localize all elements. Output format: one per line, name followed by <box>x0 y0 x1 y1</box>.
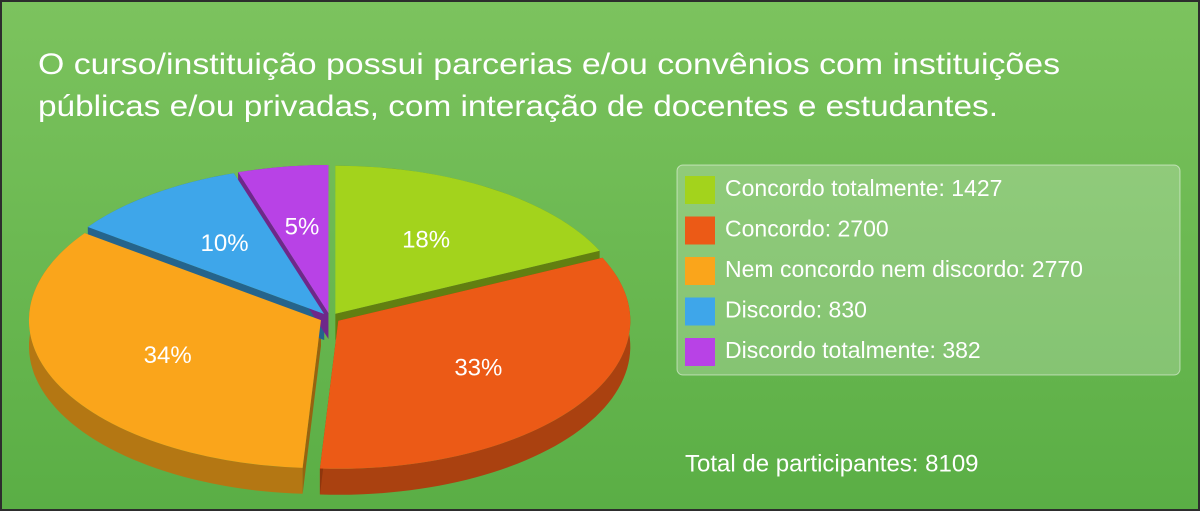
data-label: 33% <box>454 354 502 381</box>
slice-side <box>319 257 631 495</box>
legend-label: Concordo totalmente: 1427 <box>725 175 1002 201</box>
slice <box>335 165 600 314</box>
legend-box <box>676 164 1181 376</box>
data-label: 18% <box>402 227 450 254</box>
slice <box>238 165 329 314</box>
chart-title: O curso/instituição possui parcerias e/o… <box>38 48 1060 81</box>
legend-swatch <box>685 176 715 204</box>
legend-swatch <box>685 297 715 326</box>
slice <box>28 233 321 468</box>
chart-title: públicas e/ou privadas, com interação de… <box>38 90 998 123</box>
data-label: 5% <box>285 214 320 241</box>
slice <box>319 257 631 469</box>
slice <box>87 173 325 314</box>
legend-swatch <box>685 257 715 285</box>
annotation: Total de participantes: 8109 <box>685 450 979 477</box>
legend-label: Discordo: 830 <box>725 297 867 323</box>
legend-label: Discordo totalmente: 382 <box>725 337 981 363</box>
slice-side <box>29 233 303 494</box>
legend-swatch <box>685 216 715 245</box>
legend-label: Nem concordo nem discordo: 2770 <box>725 256 1083 282</box>
slice-side <box>302 320 321 494</box>
data-label: 10% <box>201 230 249 257</box>
legend-label: Concordo: 2700 <box>725 216 889 242</box>
data-label: 34% <box>144 342 192 369</box>
legend-swatch <box>685 338 715 366</box>
